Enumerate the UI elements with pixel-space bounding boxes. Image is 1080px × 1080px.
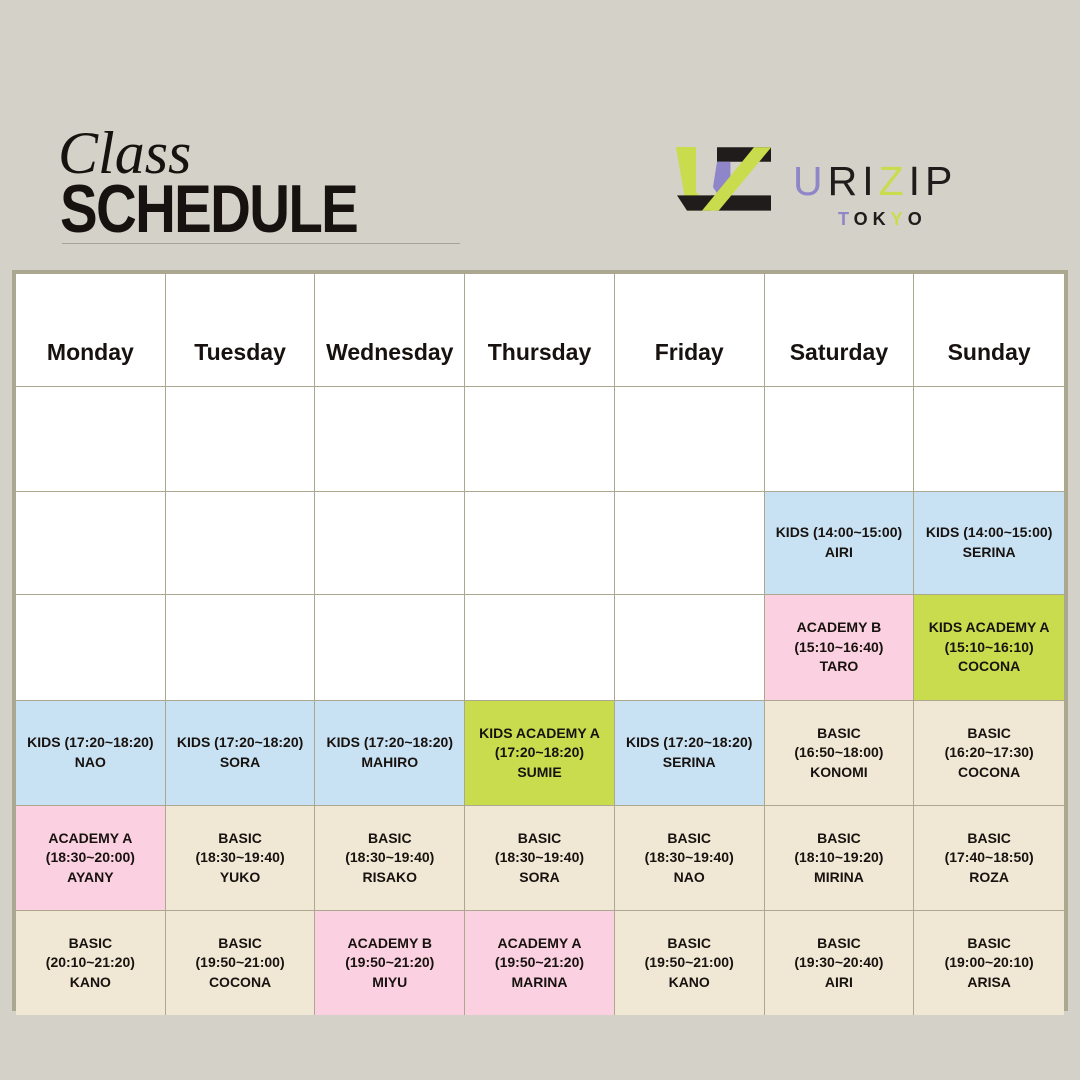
svg-text:TOKYO: TOKYO <box>838 209 927 229</box>
svg-text:URIZIP: URIZIP <box>793 158 957 204</box>
